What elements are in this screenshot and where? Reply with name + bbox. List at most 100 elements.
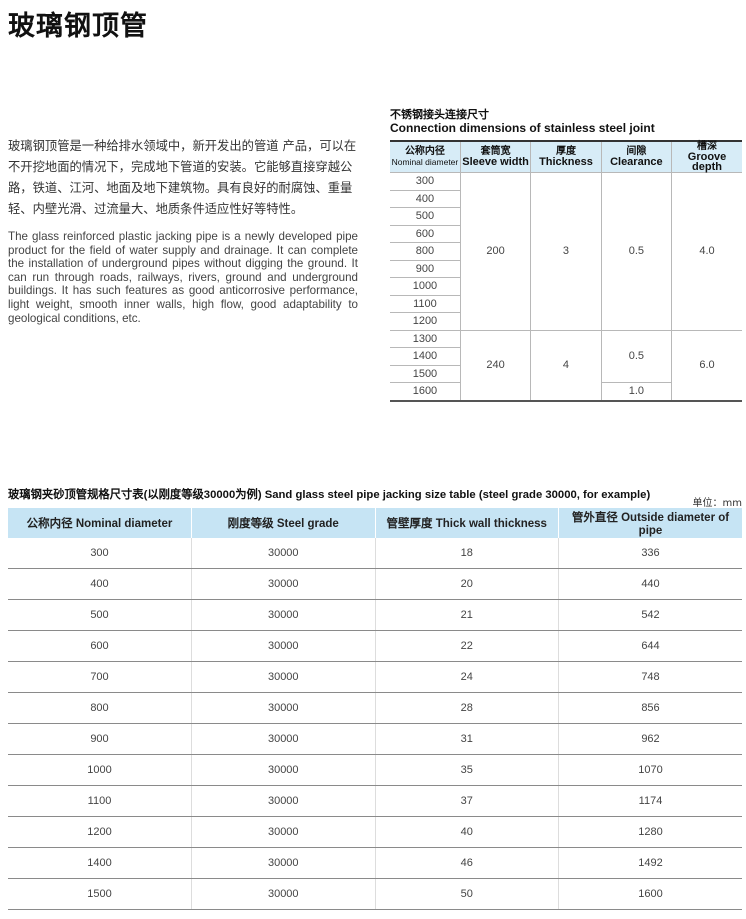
- thickness: 3: [530, 172, 602, 331]
- cell: 50: [374, 878, 559, 910]
- row: 1500 30000 50 1600: [8, 878, 742, 910]
- cell: 1500: [8, 878, 192, 910]
- row: 1100 30000 37 1174: [8, 785, 742, 817]
- header-zh: 公称内径: [404, 146, 445, 157]
- diameter: 600: [390, 224, 461, 243]
- cell: 37: [374, 785, 559, 817]
- cell: 30000: [191, 630, 375, 662]
- header-cell: 套筒宽 Sleeve width: [459, 140, 532, 173]
- header-cell: 公称内径 Nominal diameter: [8, 508, 192, 538]
- cell: 30000: [191, 785, 375, 817]
- header-cell: 间隙 Clearance: [600, 140, 673, 173]
- row: 500 30000 21 542: [8, 599, 742, 631]
- groove-depth: 4.0: [671, 172, 742, 331]
- row: 400 30000 20 440: [8, 568, 742, 600]
- cell: 1070: [558, 754, 742, 786]
- cell: 30000: [191, 816, 375, 848]
- cell: 21: [374, 599, 559, 631]
- cell: 644: [558, 630, 742, 662]
- row: 800 30000 28 856: [8, 692, 742, 724]
- cell: 30000: [191, 568, 375, 600]
- cell: 20: [374, 568, 559, 600]
- header-zh: 厚度: [555, 146, 576, 157]
- header-cell: 厚度 Thickness: [530, 140, 602, 173]
- diameter: 1600: [390, 382, 461, 401]
- cell: 24: [374, 661, 559, 693]
- cell: 30000: [191, 599, 375, 631]
- cell: 1174: [558, 785, 742, 817]
- cell: 18: [374, 538, 559, 569]
- row: 1300 240 4 0.5 6.0: [390, 329, 742, 401]
- diameter: 500: [390, 207, 461, 226]
- cell: 1492: [558, 847, 742, 879]
- diameter: 400: [390, 189, 461, 208]
- clearance: 0.5: [600, 329, 673, 383]
- size-table-title: 玻璃钢夹砂顶管规格尺寸表(以刚度等级30000为例) Sand glass st…: [8, 489, 651, 501]
- cell: 30000: [191, 754, 375, 786]
- header-row: 公称内径 Nominal diameter 刚度等级 Steel grade 管壁厚…: [8, 508, 742, 538]
- cell: 30000: [191, 723, 375, 755]
- thickness: 4: [530, 329, 602, 401]
- cell: 400: [8, 568, 192, 600]
- cell: 440: [558, 568, 742, 600]
- cell: 800: [8, 692, 192, 724]
- cell: 1100: [8, 785, 192, 817]
- cell: 700: [8, 661, 192, 693]
- row: 900: [390, 259, 742, 278]
- row: 1400 30000 46 1492: [8, 847, 742, 879]
- header-row: 公称内径 Nominal diameter 套筒宽 Sleeve width 厚度 Thi…: [390, 140, 742, 173]
- cell: 542: [558, 599, 742, 631]
- size-table: 公称内径 Nominal diameter 刚度等级 Steel grade 管壁厚…: [8, 508, 742, 910]
- header-cell: 管壁厚度 Thick wall thickness: [374, 508, 559, 538]
- header-cell: 公称内径 Nominal diameter: [390, 140, 461, 173]
- row: 700 30000 24 748: [8, 661, 742, 693]
- diameter: 1100: [390, 294, 461, 313]
- row: 600 30000 22 644: [8, 630, 742, 662]
- cell: 35: [374, 754, 559, 786]
- cell: 600: [8, 630, 192, 662]
- row: 1000 30000 35 1070: [8, 754, 742, 786]
- cell: 748: [558, 661, 742, 693]
- cell: 336: [558, 538, 742, 569]
- cell: 900: [8, 723, 192, 755]
- row: 1600 1.0: [390, 382, 742, 401]
- cell: 31: [374, 723, 559, 755]
- row: 900 30000 31 962: [8, 723, 742, 755]
- header-cell: 管外直径 Outside diameter of pipe: [558, 508, 742, 538]
- unit: 单位：mm: [692, 498, 742, 509]
- diameter: 1500: [390, 364, 461, 383]
- diameter: 300: [390, 172, 461, 191]
- header-zh: 间隙: [626, 146, 647, 157]
- cell: 1200: [8, 816, 192, 848]
- header-en: Clearance: [610, 156, 663, 168]
- joint-title-zh: 不锈钢接头连接尺寸: [390, 108, 489, 121]
- diameter: 1200: [390, 312, 461, 331]
- diameter: 800: [390, 242, 461, 261]
- cell: 28: [374, 692, 559, 724]
- cell: 40: [374, 816, 559, 848]
- cell: 30000: [191, 661, 375, 693]
- cell: 30000: [191, 878, 375, 910]
- cell: 300: [8, 538, 192, 569]
- clearance: 1.0: [600, 382, 672, 401]
- cell: 500: [8, 599, 192, 631]
- cell: 30000: [191, 847, 375, 879]
- cell: 46: [374, 847, 559, 879]
- diameter: 1000: [390, 277, 461, 296]
- groove-depth: 6.0: [671, 329, 742, 401]
- header-en: Groove depth: [687, 151, 727, 173]
- page-title: 玻璃钢顶管: [8, 11, 148, 42]
- header-en: Thickness: [539, 156, 593, 168]
- header-cell: 槽深 Groove depth: [671, 140, 742, 173]
- diameter: 1300: [390, 329, 461, 348]
- row: 1200 30000 40 1280: [8, 816, 742, 848]
- cell: 856: [558, 692, 742, 724]
- diameter: 900: [390, 259, 461, 278]
- clearance: 0.5: [600, 172, 673, 331]
- sleeve-width: 240: [459, 329, 532, 401]
- cell: 22: [374, 630, 559, 662]
- row: 1100: [390, 294, 742, 313]
- row: 300 200 3 0.5 4.0: [390, 172, 742, 331]
- diameter: 1400: [390, 347, 461, 366]
